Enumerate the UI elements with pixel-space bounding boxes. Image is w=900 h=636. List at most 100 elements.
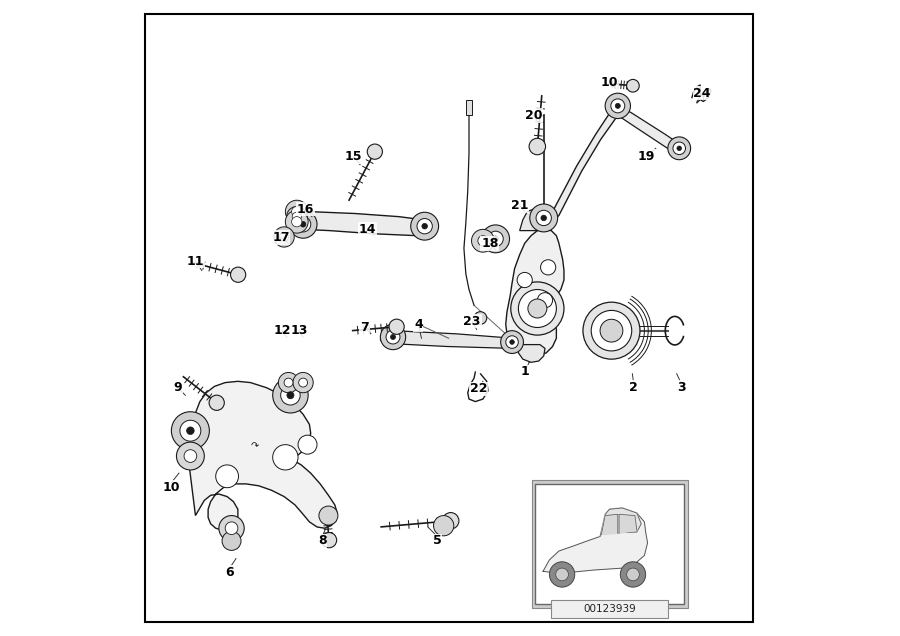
Circle shape <box>222 532 241 550</box>
Circle shape <box>549 562 575 587</box>
Text: 5: 5 <box>433 534 442 548</box>
Polygon shape <box>543 508 648 572</box>
Circle shape <box>677 146 681 151</box>
Circle shape <box>482 225 509 252</box>
Text: 4: 4 <box>414 318 423 331</box>
Circle shape <box>293 373 313 392</box>
Circle shape <box>180 420 201 441</box>
Circle shape <box>541 259 555 275</box>
Circle shape <box>509 340 514 344</box>
Circle shape <box>530 204 558 232</box>
Circle shape <box>493 236 499 242</box>
Text: $\curvearrowright$: $\curvearrowright$ <box>249 439 261 450</box>
Circle shape <box>292 207 302 217</box>
Circle shape <box>541 215 546 221</box>
Text: 1: 1 <box>520 365 529 378</box>
Circle shape <box>511 282 564 335</box>
Circle shape <box>391 335 395 340</box>
Text: 7: 7 <box>360 321 369 334</box>
Polygon shape <box>519 209 544 231</box>
Circle shape <box>506 336 518 349</box>
Circle shape <box>555 568 569 581</box>
Circle shape <box>298 435 317 454</box>
Text: 10: 10 <box>601 76 618 89</box>
Circle shape <box>287 392 294 399</box>
Circle shape <box>209 395 224 410</box>
Circle shape <box>216 465 239 488</box>
Circle shape <box>230 267 246 282</box>
FancyBboxPatch shape <box>536 484 684 604</box>
Circle shape <box>611 99 625 113</box>
Circle shape <box>184 450 197 462</box>
Circle shape <box>474 312 487 324</box>
Circle shape <box>292 217 302 227</box>
Circle shape <box>528 299 547 318</box>
Circle shape <box>518 272 532 287</box>
Circle shape <box>616 103 620 108</box>
Circle shape <box>620 562 645 587</box>
Circle shape <box>591 310 632 351</box>
Text: 11: 11 <box>186 254 204 268</box>
Circle shape <box>301 221 306 227</box>
Polygon shape <box>619 515 637 534</box>
Circle shape <box>626 80 639 92</box>
Polygon shape <box>518 345 545 363</box>
Text: 20: 20 <box>525 109 543 122</box>
Text: 3: 3 <box>677 381 686 394</box>
Circle shape <box>295 217 310 232</box>
FancyBboxPatch shape <box>532 480 688 608</box>
Text: 17: 17 <box>272 231 290 244</box>
Text: 21: 21 <box>511 199 528 212</box>
Circle shape <box>278 373 299 392</box>
Circle shape <box>583 302 640 359</box>
Circle shape <box>605 93 631 118</box>
Polygon shape <box>381 331 515 349</box>
Text: 19: 19 <box>637 150 655 163</box>
Circle shape <box>225 522 238 535</box>
Circle shape <box>500 331 524 354</box>
Polygon shape <box>506 230 564 356</box>
Circle shape <box>537 293 553 308</box>
Polygon shape <box>601 515 617 535</box>
Text: 18: 18 <box>482 237 499 250</box>
Circle shape <box>319 506 338 525</box>
Text: 8: 8 <box>318 534 327 548</box>
Circle shape <box>284 378 293 387</box>
FancyBboxPatch shape <box>466 100 472 115</box>
Circle shape <box>273 445 298 470</box>
Circle shape <box>176 442 204 470</box>
Circle shape <box>410 212 438 240</box>
Circle shape <box>472 230 494 252</box>
Text: 00123939: 00123939 <box>583 604 636 614</box>
Circle shape <box>443 513 459 529</box>
Circle shape <box>389 319 404 335</box>
Circle shape <box>286 207 307 227</box>
Text: 9: 9 <box>174 381 182 394</box>
Circle shape <box>289 211 317 238</box>
Circle shape <box>273 378 308 413</box>
Text: 15: 15 <box>345 150 363 163</box>
Text: 14: 14 <box>359 223 376 236</box>
Text: 6: 6 <box>225 566 234 579</box>
Polygon shape <box>187 382 338 530</box>
Circle shape <box>281 385 301 405</box>
Polygon shape <box>620 109 684 153</box>
Circle shape <box>478 236 488 245</box>
Circle shape <box>422 223 427 229</box>
Polygon shape <box>600 508 641 536</box>
Circle shape <box>488 231 503 247</box>
Text: 13: 13 <box>291 324 308 337</box>
Circle shape <box>292 212 302 221</box>
Circle shape <box>186 427 194 434</box>
Circle shape <box>626 568 639 581</box>
Circle shape <box>280 233 289 242</box>
Circle shape <box>673 142 686 155</box>
Circle shape <box>285 200 308 223</box>
Text: 23: 23 <box>464 315 481 328</box>
Circle shape <box>518 289 556 328</box>
FancyBboxPatch shape <box>552 600 669 618</box>
Circle shape <box>381 324 406 350</box>
Text: 12: 12 <box>274 324 291 337</box>
Text: 22: 22 <box>470 382 487 396</box>
Polygon shape <box>544 106 621 223</box>
